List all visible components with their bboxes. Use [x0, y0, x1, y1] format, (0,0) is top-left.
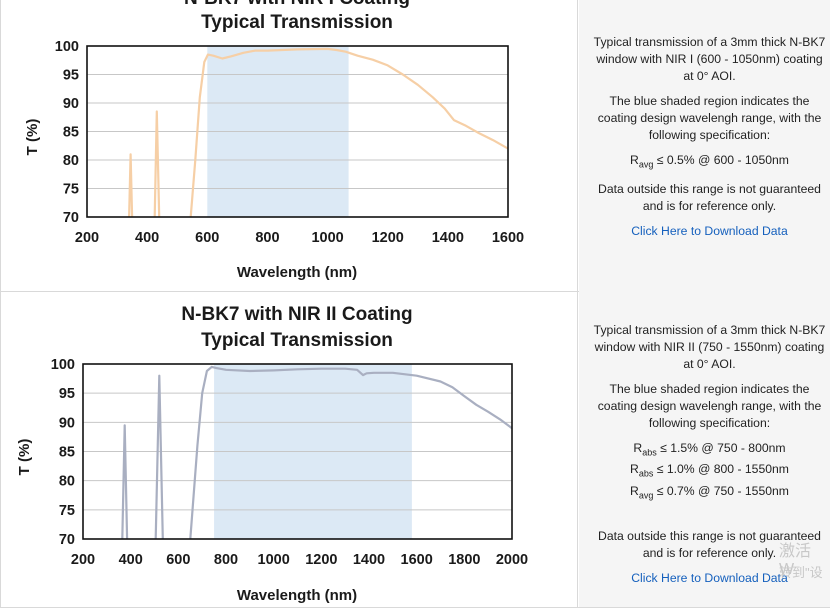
- plot-frame: [86, 45, 509, 218]
- watermark-line2: 转到"设: [779, 565, 823, 580]
- x-tick-label: 1000: [258, 552, 290, 568]
- y-tick-label: 85: [63, 125, 79, 141]
- x-tick-label: 200: [71, 552, 95, 568]
- y-tick-label: 85: [59, 445, 75, 461]
- info-shading-note: The blue shaded region indicates the coa…: [597, 382, 822, 430]
- x-axis-label: Wavelength (nm): [237, 264, 357, 281]
- y-tick-label: 100: [55, 39, 79, 55]
- info-disclaimer: Data outside this range is not guarantee…: [598, 529, 821, 561]
- chart-title-line2: Typical Transmission: [201, 12, 393, 33]
- spec-list: Ravg ≤ 0.5% @ 600 - 1050nm: [593, 152, 826, 173]
- y-tick-label: 95: [59, 386, 75, 402]
- spec-subscript: avg: [638, 159, 654, 170]
- x-tick-label: 1400: [353, 552, 385, 568]
- info-panel-nir2: Typical transmission of a 3mm thick N-BK…: [579, 291, 830, 607]
- series-line: [153, 110, 161, 217]
- y-tick-label: 70: [63, 210, 79, 226]
- spec-symbol: R: [630, 483, 639, 498]
- info-shading-note: The blue shaded region indicates the coa…: [597, 94, 822, 142]
- y-tick-label: 90: [63, 96, 79, 112]
- spec-line: Ravg ≤ 0.7% @ 750 - 1550nm: [593, 483, 826, 504]
- y-tick-label: 70: [59, 532, 75, 548]
- x-tick-label: 1400: [432, 230, 464, 246]
- chart-nir2: N-BK7 with NIR II Coating Typical Transm…: [16, 304, 528, 604]
- y-tick-label: 100: [51, 357, 75, 373]
- info-description: Typical transmission of a 3mm thick N-BK…: [593, 323, 826, 371]
- x-tick-label: 1800: [448, 552, 480, 568]
- info-description: Typical transmission of a 3mm thick N-BK…: [593, 35, 826, 83]
- spec-symbol: R: [630, 462, 639, 477]
- x-tick-label: 600: [195, 230, 219, 246]
- y-tick-label: 80: [59, 474, 75, 490]
- x-tick-label: 1200: [305, 552, 337, 568]
- info-panel-nir1: Typical transmission of a 3mm thick N-BK…: [579, 0, 830, 291]
- series-line: [154, 374, 164, 539]
- x-tick-label: 1000: [311, 230, 343, 246]
- watermark-line1: 激活 W: [779, 543, 812, 578]
- x-tick-label: 800: [255, 230, 279, 246]
- info-disclaimer: Data outside this range is not guarantee…: [598, 182, 821, 214]
- y-tick-label: 95: [63, 68, 79, 84]
- plot-area: 70 75 80 85 90 95 100 200 400 600 800 1000 1200 1400 1…: [51, 357, 528, 568]
- x-tick-label: 200: [75, 230, 99, 246]
- y-tick-label: 75: [63, 182, 79, 198]
- chart-title-line1: N-BK7 with NIR II Coating: [181, 304, 412, 325]
- chart-row-nir1: N-BK7 with NIR I Coating Typical Transmi…: [0, 0, 830, 292]
- x-tick-label: 800: [214, 552, 238, 568]
- x-tick-label: 1600: [401, 552, 433, 568]
- chart-row-nir2: N-BK7 with NIR II Coating Typical Transm…: [0, 291, 830, 608]
- y-tick-label: 90: [59, 415, 75, 431]
- y-tick-label: 75: [59, 503, 75, 519]
- x-tick-label: 600: [166, 552, 190, 568]
- spec-list: Rabs ≤ 1.5% @ 750 - 800nm Rabs ≤ 1.0% @ 8…: [593, 440, 826, 504]
- x-tick-label: 1200: [372, 230, 404, 246]
- spec-line: Rabs ≤ 1.5% @ 750 - 800nm: [593, 440, 826, 461]
- spec-value: ≤ 0.5% @ 600 - 1050nm: [653, 153, 789, 167]
- plot-area: 70 75 80 85 90 95 100 200 400 600 800 1000 1200 1400 1…: [55, 39, 524, 246]
- spec-symbol: R: [633, 441, 643, 455]
- y-axis-label: T (%): [24, 119, 41, 156]
- y-axis-label: T (%): [16, 439, 33, 476]
- y-tick-label: 80: [63, 153, 79, 169]
- chart-cell-nir2: N-BK7 with NIR II Coating Typical Transm…: [0, 291, 578, 607]
- series-line: [189, 47, 508, 217]
- spec-subscript: avg: [638, 490, 654, 501]
- series-line: [128, 153, 134, 217]
- x-tick-label: 1600: [492, 230, 524, 246]
- spec-subscript: abs: [642, 447, 657, 458]
- spec-value: ≤ 0.7% @ 750 - 1550nm: [653, 483, 789, 498]
- spec-line: Ravg ≤ 0.5% @ 600 - 1050nm: [593, 152, 826, 173]
- chart-title-line1: N-BK7 with NIR I Coating: [184, 0, 410, 9]
- x-axis-label: Wavelength (nm): [237, 587, 357, 604]
- series-line: [121, 424, 129, 539]
- download-data-link[interactable]: Click Here to Download Data: [631, 571, 788, 586]
- download-data-link[interactable]: Click Here to Download Data: [631, 224, 788, 239]
- x-tick-label: 400: [119, 552, 143, 568]
- spec-subscript: abs: [638, 468, 654, 479]
- spec-line: Rabs ≤ 1.0% @ 800 - 1550nm: [593, 461, 826, 482]
- x-tick-label: 400: [135, 230, 159, 246]
- spec-symbol: R: [630, 153, 639, 167]
- chart-nir1: N-BK7 with NIR I Coating Typical Transmi…: [24, 0, 524, 281]
- chart-cell-nir1: N-BK7 with NIR I Coating Typical Transmi…: [0, 0, 578, 291]
- x-tick-label: 2000: [496, 552, 528, 568]
- chart-title-line2: Typical Transmission: [201, 330, 393, 351]
- plot-frame: [82, 363, 513, 540]
- spec-value: ≤ 1.5% @ 750 - 800nm: [656, 441, 786, 455]
- spec-value: ≤ 1.0% @ 800 - 1550nm: [653, 462, 789, 477]
- series-line: [189, 365, 512, 539]
